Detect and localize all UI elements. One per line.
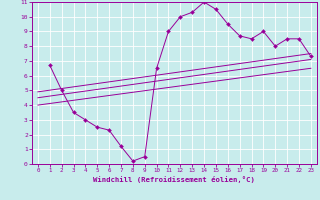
- X-axis label: Windchill (Refroidissement éolien,°C): Windchill (Refroidissement éolien,°C): [93, 176, 255, 183]
